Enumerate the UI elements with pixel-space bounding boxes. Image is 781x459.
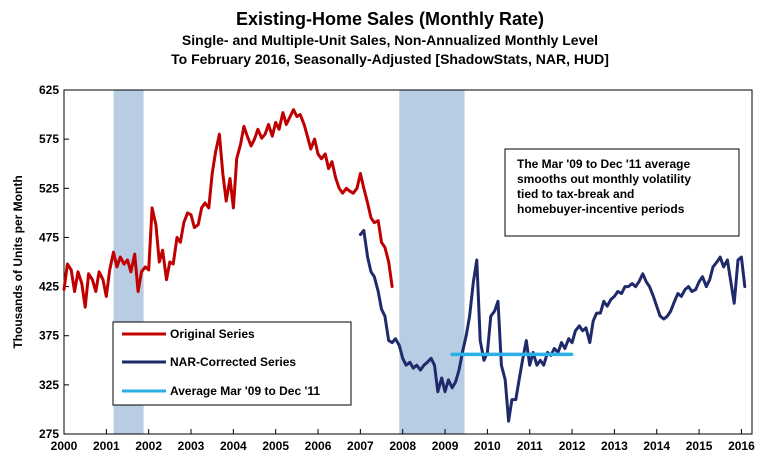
y-tick-label-7: 625 (39, 83, 59, 97)
x-tick-label-15: 2015 (686, 439, 713, 453)
nar-corrected-series-line (358, 229, 747, 423)
chart-subtitle-1: Single- and Multiple-Unit Sales, Non-Ann… (182, 32, 598, 48)
x-tick-label-14: 2014 (643, 439, 670, 453)
original-series-line (62, 108, 394, 309)
y-tick-label-6: 575 (39, 132, 59, 146)
recession-band-2 (399, 90, 465, 434)
recession-bands (113, 90, 465, 434)
x-tick-label-6: 2006 (305, 439, 332, 453)
y-axis: 275 325 375 425 475 525 575 625 (39, 83, 69, 441)
y-tick-label-2: 375 (39, 329, 59, 343)
x-tick-label-7: 2007 (347, 439, 374, 453)
y-tick-label-1: 325 (39, 378, 59, 392)
annotation-frame (504, 148, 740, 237)
series-layer (62, 108, 747, 423)
legend: Original Series NAR-Corrected Series Ave… (112, 321, 352, 406)
legend-label-average: Average Mar '09 to Dec '11 (170, 384, 320, 398)
x-tick-label-12: 2012 (559, 439, 586, 453)
x-tick-label-16: 2016 (728, 439, 755, 453)
x-tick-label-3: 2003 (178, 439, 205, 453)
x-tick-label-2: 2002 (135, 439, 162, 453)
y-axis-label: Thousands of Units per Month (11, 175, 25, 348)
y-tick-label-5: 525 (39, 181, 59, 195)
x-tick-label-9: 2009 (432, 439, 459, 453)
y-tick-label-0: 275 (39, 427, 59, 441)
x-tick-label-4: 2004 (220, 439, 247, 453)
x-axis: 2000 2001 2002 2003 2004 2005 2006 2007 2008 2009… (51, 429, 755, 453)
annotation-line-2: smooths out monthly volatility (517, 172, 691, 186)
annotation-box: The Mar '09 to Dec '11 average smooths o… (504, 148, 740, 237)
x-tick-label-1: 2001 (93, 439, 120, 453)
plot-area-frame (63, 89, 753, 435)
legend-label-original: Original Series (170, 327, 255, 341)
chart-subtitle-2: To February 2016, Seasonally-Adjusted [S… (171, 51, 609, 67)
annotation-line-3: tied to tax-break and (517, 187, 634, 201)
x-tick-label-5: 2005 (262, 439, 289, 453)
annotation-line-1: The Mar '09 to Dec '11 average (517, 157, 690, 171)
x-tick-label-13: 2013 (601, 439, 628, 453)
x-tick-label-11: 2011 (517, 439, 543, 453)
x-tick-label-10: 2010 (474, 439, 501, 453)
y-tick-label-3: 425 (39, 280, 59, 294)
legend-label-nar-corrected: NAR-Corrected Series (170, 355, 296, 369)
chart-title: Existing-Home Sales (Monthly Rate) (236, 9, 544, 29)
x-tick-label-8: 2008 (389, 439, 416, 453)
x-tick-label-0: 2000 (51, 439, 78, 453)
y-tick-label-4: 475 (39, 230, 59, 244)
annotation-line-4: homebuyer-incentive periods (517, 202, 685, 216)
